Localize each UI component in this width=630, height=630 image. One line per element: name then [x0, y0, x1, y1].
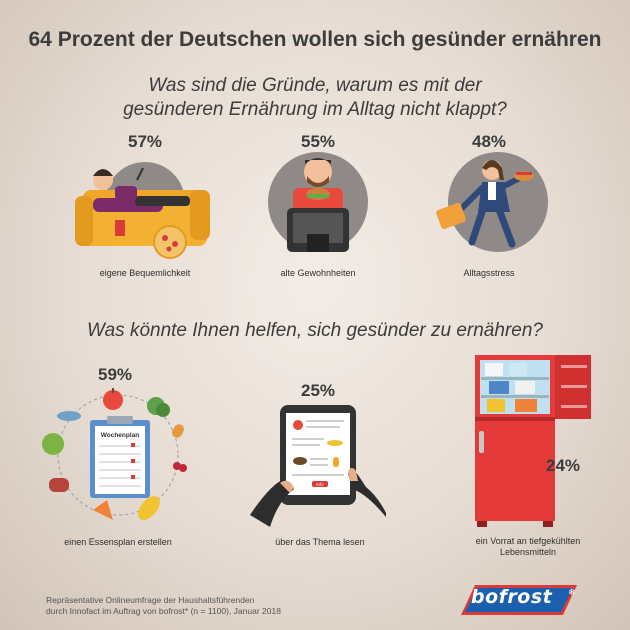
couch-illustration	[75, 162, 210, 259]
reason-label-gewohnheiten: alte Gewohnheiten	[280, 268, 356, 278]
question-1-line-1: Was sind die Gründe, warum es mit der	[148, 75, 482, 96]
snowflake-icon: ❄	[568, 588, 576, 598]
reason-value-gewohnheiten: 55%	[300, 132, 336, 151]
reason-label-bequemlichkeit: eigene Bequemlichkeit	[99, 268, 191, 278]
logo-text: bofrost	[471, 586, 553, 608]
helper-label-vorrat-line-1: ein Vorrat an tiefgekühlten	[475, 536, 581, 546]
question-1-line-2: gesünderen Ernährung im Alltag nicht kla…	[123, 99, 507, 120]
footnote-line-2: durch Innofact im Auftrag von bofrost* (…	[46, 606, 281, 616]
logo-shape: ❄	[461, 585, 577, 615]
footnote-line-1: Repräsentative Onlineumfrage der Haushal…	[46, 595, 255, 605]
stress-woman-illustration	[436, 152, 548, 252]
helper-label-essensplan: einen Essensplan erstellen	[64, 537, 172, 547]
bofrost-logo: ❄ bofrost	[457, 581, 577, 617]
meal-plan-illustration: Wochenplan	[42, 388, 187, 520]
helper-label-vorrat-line-2: Lebensmitteln	[499, 547, 557, 557]
helper-value-vorrat: 24%	[545, 456, 581, 475]
helper-value-lesen: 25%	[300, 381, 336, 400]
freezer-illustration	[475, 355, 591, 527]
page-title: 64 Prozent der Deutschen wollen sich ges…	[28, 28, 602, 51]
tv-dinner-illustration	[268, 152, 368, 252]
question-1: Was sind die Gründe, warum es mit der ge…	[0, 74, 630, 122]
helper-value-essensplan: 59%	[97, 365, 133, 384]
tablet-info-button: Info	[316, 482, 324, 487]
question-2: Was könnte Ihnen helfen, sich gesünder z…	[87, 320, 543, 341]
tablet-illustration: Info	[250, 405, 386, 527]
reason-value-alltagsstress: 48%	[471, 132, 507, 151]
helper-label-lesen: über das Thema lesen	[275, 537, 365, 547]
meal-plan-heading: Wochenplan	[101, 432, 140, 439]
reason-label-alltagsstress: Alltagsstress	[463, 268, 515, 278]
footnote: Repräsentative Onlineumfrage der Haushal…	[46, 595, 281, 617]
reason-value-bequemlichkeit: 57%	[127, 132, 163, 151]
helper-label-vorrat: ein Vorrat an tiefgekühlten Lebensmittel…	[448, 536, 608, 558]
